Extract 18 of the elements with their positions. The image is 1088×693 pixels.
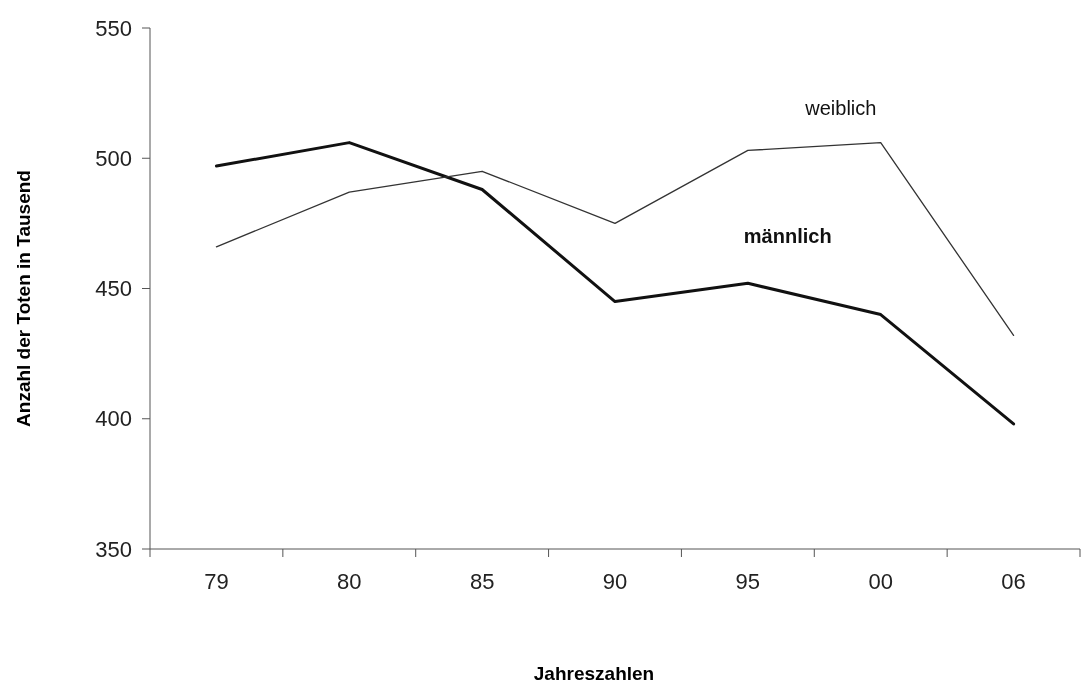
- y-tick-label: 450: [95, 276, 132, 302]
- series-label: männlich: [743, 224, 832, 247]
- x-tick-label: 80: [337, 569, 362, 594]
- line-series: [214, 141, 1016, 426]
- x-axis-title: Jahreszahlen: [533, 663, 655, 684]
- y-tick-label: 550: [95, 15, 132, 41]
- x-tick-label: 85: [469, 569, 495, 594]
- y-tick-label: 400: [95, 406, 132, 432]
- y-axis-title: Anzahl der Toten in Tausend: [13, 170, 34, 427]
- x-tick-label: 06: [1001, 569, 1026, 594]
- line-series: [215, 141, 1015, 337]
- series-label: weiblich: [804, 96, 877, 119]
- y-tick-label: 350: [95, 536, 132, 562]
- x-tick-label: 95: [735, 569, 761, 594]
- x-tick-label: 00: [868, 569, 893, 594]
- x-tick-label: 90: [602, 569, 628, 594]
- x-tick-label: 79: [204, 569, 229, 594]
- y-tick-label: 500: [95, 145, 132, 171]
